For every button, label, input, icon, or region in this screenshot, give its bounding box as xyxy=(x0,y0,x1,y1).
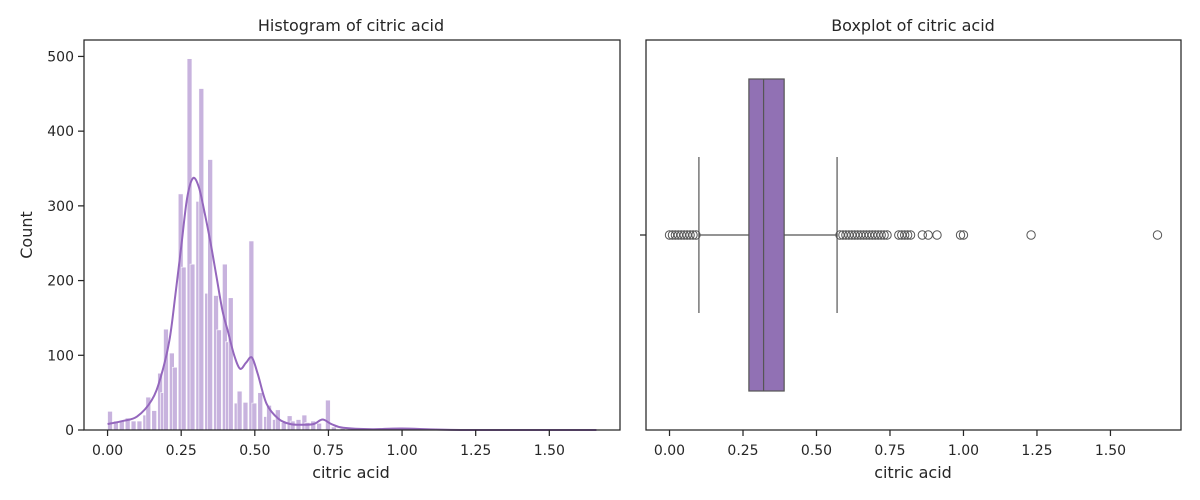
histogram-bar xyxy=(251,402,258,431)
iqr-box xyxy=(748,78,785,392)
outlier-point xyxy=(932,230,942,240)
boxplot-title: Boxplot of citric acid xyxy=(831,16,995,35)
histogram-bars xyxy=(107,58,405,431)
histogram-bar xyxy=(130,420,137,431)
boxplot-elements xyxy=(664,78,1163,392)
x-tick-label: 0.50 xyxy=(239,443,270,459)
outlier-point xyxy=(879,230,889,240)
histogram-y-label: Count xyxy=(17,211,36,259)
outlier-point xyxy=(1026,230,1036,240)
histogram-bar xyxy=(310,420,316,431)
histogram-y-ticks: 0 100 200 300 400 500 xyxy=(47,49,84,439)
histogram-panel: Histogram of citric acid 0.00 0.25 0.50 0.7… xyxy=(17,16,621,482)
x-tick-label: 0.25 xyxy=(727,443,758,459)
histogram-x-ticks: 0.00 0.25 0.50 0.75 1.00 1.25 1.50 xyxy=(92,430,565,459)
outlier-point xyxy=(688,230,698,240)
histogram-bar xyxy=(136,420,143,431)
histogram-axes-frame xyxy=(83,39,621,431)
histogram-x-label: citric acid xyxy=(312,463,390,482)
y-tick-label: 200 xyxy=(47,274,74,290)
histogram-title: Histogram of citric acid xyxy=(258,16,444,35)
outlier-point xyxy=(955,230,966,240)
x-tick-label: 0.25 xyxy=(166,443,197,459)
histogram-bar xyxy=(172,366,178,431)
outlier-point xyxy=(917,230,928,240)
histogram-bar xyxy=(207,159,213,431)
boxplot-panel: Boxplot of citric acid 0.00 0.25 0.50 0.75 1… xyxy=(640,16,1182,482)
x-tick-label: 1.50 xyxy=(534,443,565,459)
outlier-point xyxy=(876,230,886,240)
boxplot-x-ticks: 0.00 0.25 0.50 0.75 1.00 1.25 1.50 xyxy=(654,430,1126,459)
histogram-bar xyxy=(180,266,187,431)
x-tick-label: 1.00 xyxy=(386,443,417,459)
x-tick-label: 0.50 xyxy=(801,443,832,459)
histogram-bar xyxy=(242,402,249,431)
x-tick-label: 1.25 xyxy=(460,443,491,459)
x-tick-label: 0.00 xyxy=(92,443,123,459)
boxplot-x-label: citric acid xyxy=(874,463,952,482)
outlier-point xyxy=(902,230,913,240)
histogram-bar xyxy=(151,410,157,431)
y-tick-label: 400 xyxy=(47,124,74,140)
outlier-point xyxy=(958,230,969,240)
y-tick-label: 100 xyxy=(47,348,74,364)
x-tick-label: 0.75 xyxy=(313,443,344,459)
outlier-point xyxy=(882,230,892,240)
histogram-bar xyxy=(216,329,222,431)
outlier-point xyxy=(923,230,933,240)
histogram-bar xyxy=(107,411,113,431)
outlier-point xyxy=(685,230,695,240)
y-tick-label: 0 xyxy=(65,423,74,439)
histogram-bar xyxy=(189,263,196,431)
outlier-point xyxy=(1152,230,1163,240)
x-tick-label: 1.50 xyxy=(1095,443,1126,459)
y-tick-label: 300 xyxy=(47,199,74,215)
histogram-bar xyxy=(257,392,263,431)
histogram-bar xyxy=(248,240,255,431)
histogram-bar xyxy=(236,390,243,431)
histogram-bar xyxy=(316,422,322,431)
outlier-point xyxy=(899,230,910,240)
x-tick-label: 0.75 xyxy=(874,443,905,459)
kde-curve xyxy=(107,176,597,432)
outlier-point xyxy=(691,230,701,240)
x-tick-label: 1.00 xyxy=(948,443,979,459)
histogram-bar xyxy=(198,88,205,431)
histogram-bar xyxy=(228,297,234,431)
x-tick-label: 0.00 xyxy=(654,443,685,459)
y-tick-label: 500 xyxy=(47,49,74,65)
outlier-point xyxy=(905,230,916,240)
x-tick-label: 1.25 xyxy=(1021,443,1052,459)
histogram-bar xyxy=(325,399,331,431)
